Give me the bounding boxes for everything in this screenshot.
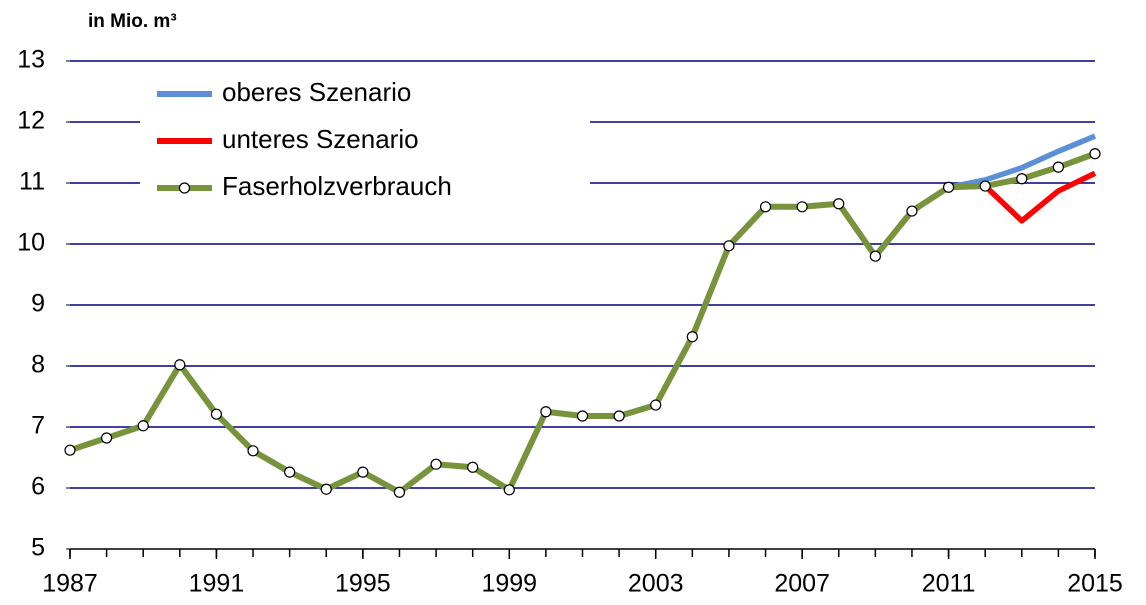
data-point (467, 461, 479, 473)
x-tick-label: 2015 (1067, 570, 1123, 598)
data-point (686, 331, 698, 343)
series-line (948, 133, 1097, 190)
y-tick-label: 7 (31, 412, 45, 440)
x-tick-label: 1999 (481, 570, 537, 598)
data-point (833, 198, 845, 210)
legend-label: oberes Szenario (222, 77, 411, 107)
legend-label: unteres Szenario (222, 124, 419, 154)
data-point (137, 420, 149, 432)
y-tick-label: 12 (17, 107, 45, 135)
data-point (613, 410, 625, 422)
data-point (1052, 161, 1064, 173)
x-tick-label: 1995 (335, 570, 391, 598)
legend-label: Faserholzverbrauch (222, 171, 452, 201)
y-tick-label: 10 (17, 229, 45, 257)
y-tick-label: 9 (31, 290, 45, 318)
x-tick-label: 1991 (189, 570, 245, 598)
data-point (979, 180, 991, 192)
x-tick-label: 2011 (922, 570, 976, 598)
x-tick-label: 2007 (774, 570, 830, 598)
data-point (1089, 148, 1101, 160)
data-point (210, 408, 223, 420)
x-tick-label: 2003 (628, 570, 684, 598)
legend-marker (178, 182, 191, 194)
data-point (723, 240, 735, 252)
data-point (540, 406, 552, 418)
data-point (759, 201, 772, 213)
data-point (284, 466, 296, 478)
data-point (1016, 173, 1028, 185)
data-point (393, 486, 406, 498)
data-point (320, 483, 332, 495)
data-point (650, 399, 662, 411)
y-tick-label: 11 (19, 168, 45, 196)
data-point (101, 432, 113, 444)
data-point (174, 359, 186, 371)
data-point (576, 410, 589, 422)
y-tick-label: 5 (31, 534, 45, 562)
data-point (869, 250, 881, 262)
data-point (247, 445, 259, 457)
data-point (906, 205, 918, 217)
data-point (942, 181, 955, 193)
y-tick-label: 8 (31, 351, 45, 379)
data-point (430, 458, 442, 470)
y-tick-label: 13 (17, 46, 45, 74)
data-point (357, 466, 369, 478)
y-axis-label: in Mio. m³ (88, 11, 177, 32)
data-point (64, 444, 76, 456)
y-tick-label: 6 (31, 473, 45, 501)
data-point (796, 201, 808, 213)
x-tick-label: 1987 (42, 570, 98, 598)
legend-background (140, 70, 590, 210)
data-point (503, 484, 515, 496)
